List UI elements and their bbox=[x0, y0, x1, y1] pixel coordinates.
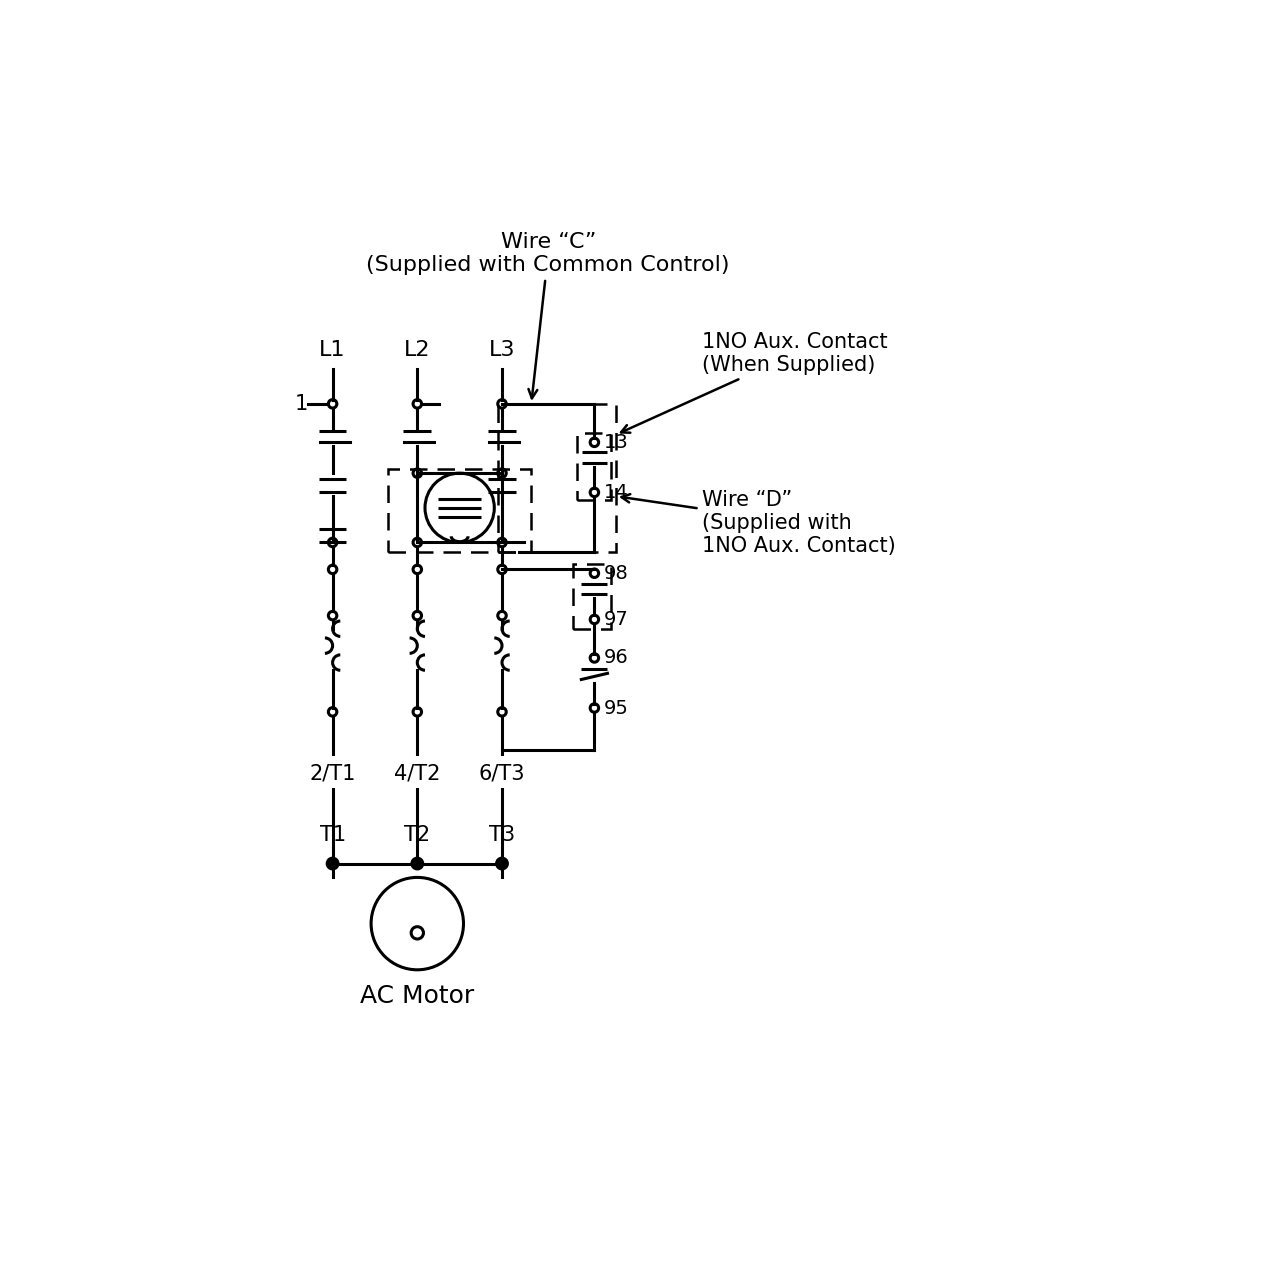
Text: 1NO Aux. Contact
(When Supplied): 1NO Aux. Contact (When Supplied) bbox=[621, 333, 888, 433]
Text: 97: 97 bbox=[604, 611, 628, 628]
Text: 2/T1: 2/T1 bbox=[310, 763, 356, 783]
Bar bbox=[577, 433, 612, 500]
Text: 95: 95 bbox=[604, 699, 628, 718]
Text: Wire “D”
(Supplied with
1NO Aux. Contact): Wire “D” (Supplied with 1NO Aux. Contact… bbox=[622, 490, 896, 557]
Circle shape bbox=[497, 858, 507, 869]
Text: T2: T2 bbox=[404, 826, 430, 845]
Text: 14: 14 bbox=[604, 483, 628, 502]
Bar bbox=[498, 404, 616, 552]
Text: 13: 13 bbox=[604, 433, 628, 452]
Bar bbox=[388, 468, 531, 552]
Text: 4/T2: 4/T2 bbox=[394, 763, 440, 783]
Text: Wire “C”
(Supplied with Common Control): Wire “C” (Supplied with Common Control) bbox=[366, 232, 730, 398]
Text: L2: L2 bbox=[404, 340, 430, 360]
Bar bbox=[573, 564, 612, 628]
Text: 96: 96 bbox=[604, 649, 628, 667]
Circle shape bbox=[328, 858, 338, 869]
Text: L3: L3 bbox=[489, 340, 516, 360]
Text: 1: 1 bbox=[294, 394, 308, 413]
Text: T1: T1 bbox=[320, 826, 346, 845]
Circle shape bbox=[412, 858, 422, 869]
Text: AC Motor: AC Motor bbox=[360, 983, 475, 1007]
Text: T3: T3 bbox=[489, 826, 515, 845]
Text: 6/T3: 6/T3 bbox=[479, 763, 525, 783]
Text: 98: 98 bbox=[604, 563, 628, 582]
Text: L1: L1 bbox=[319, 340, 346, 360]
